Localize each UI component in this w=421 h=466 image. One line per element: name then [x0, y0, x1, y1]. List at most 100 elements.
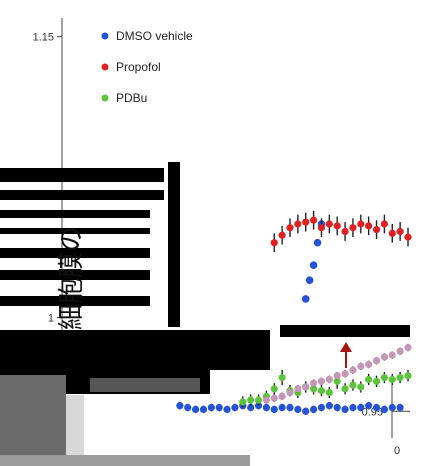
- data-point: [365, 402, 373, 410]
- data-point: [278, 403, 286, 412]
- data-point: [247, 396, 255, 404]
- data-point: [302, 383, 310, 391]
- data-point: [317, 403, 326, 412]
- data-point: [294, 220, 302, 228]
- overlay-bar: [0, 168, 164, 182]
- data-point: [380, 220, 388, 228]
- data-point: [365, 375, 373, 384]
- legend-label: Propofol: [116, 60, 161, 74]
- data-point: [270, 405, 278, 413]
- data-point: [365, 360, 373, 369]
- data-point: [380, 405, 388, 413]
- legend-marker: [101, 63, 109, 71]
- data-point: [341, 385, 349, 393]
- data-point: [380, 353, 388, 361]
- data-point: [333, 403, 341, 412]
- data-point: [404, 372, 412, 380]
- y-tick-label: 1: [48, 313, 54, 325]
- data-point: [278, 373, 286, 382]
- data-point: [286, 224, 294, 232]
- data-point: [388, 403, 396, 412]
- data-point: [372, 377, 381, 385]
- data-point: [357, 383, 365, 391]
- data-point: [357, 220, 365, 228]
- data-point: [310, 405, 318, 413]
- overlay-bar: [0, 296, 150, 306]
- data-point: [349, 366, 357, 374]
- data-point: [231, 403, 239, 412]
- image-overlay: [0, 162, 410, 466]
- data-point: [325, 388, 333, 397]
- data-point: [294, 385, 302, 393]
- data-point: [313, 238, 322, 247]
- data-point: [176, 402, 184, 410]
- data-point: [404, 233, 412, 241]
- data-point: [333, 222, 341, 230]
- data-point: [199, 405, 208, 413]
- data-point: [207, 403, 215, 412]
- data-point: [192, 405, 200, 413]
- legend-label: DMSO vehicle: [116, 29, 193, 43]
- data-point: [372, 357, 381, 365]
- data-point: [357, 362, 365, 370]
- data-point: [294, 405, 302, 413]
- photo-block: [0, 375, 66, 466]
- data-point: [388, 375, 396, 384]
- data-point: [309, 261, 318, 270]
- arrow-head: [340, 342, 352, 352]
- data-point: [302, 218, 310, 226]
- data-point: [380, 373, 388, 382]
- data-point: [341, 227, 349, 236]
- overlay-bar: [168, 162, 180, 327]
- data-point: [184, 403, 192, 412]
- legend-marker: [101, 32, 109, 40]
- overlay-bar: [0, 190, 164, 200]
- y-tick-label: 1.15: [33, 32, 54, 44]
- data-point: [317, 224, 326, 232]
- overlay-bar: [0, 210, 150, 218]
- data-point: [404, 344, 412, 352]
- data-point: [301, 295, 310, 303]
- data-point: [223, 405, 231, 413]
- data-point: [341, 405, 349, 413]
- data-point: [325, 375, 333, 384]
- data-point: [305, 276, 314, 284]
- data-point: [388, 229, 396, 237]
- data-point: [349, 381, 357, 389]
- data-point: [278, 231, 286, 239]
- data-point: [349, 224, 357, 232]
- data-point: [325, 402, 333, 410]
- data-point: [270, 385, 278, 393]
- photo-block: [0, 455, 250, 466]
- data-point: [325, 220, 333, 228]
- data-point: [357, 403, 365, 412]
- data-point: [388, 351, 396, 359]
- overlay-bar: [0, 248, 150, 258]
- data-point: [396, 227, 404, 236]
- data-point: [372, 226, 381, 234]
- series-3: [262, 343, 412, 404]
- overlay-bar: [280, 325, 410, 337]
- series-1: [270, 210, 412, 253]
- data-point: [247, 403, 255, 412]
- data-point: [317, 387, 326, 395]
- legend-marker: [101, 94, 109, 102]
- data-point: [286, 403, 294, 412]
- data-point: [341, 370, 349, 378]
- data-point: [302, 407, 310, 415]
- data-point: [270, 239, 278, 247]
- data-point: [333, 377, 341, 385]
- data-point: [215, 403, 223, 412]
- data-point: [262, 403, 270, 412]
- legend: DMSO vehicle Propofol PDBu: [101, 29, 193, 105]
- data-point: [286, 388, 294, 397]
- data-point: [396, 373, 404, 382]
- data-point: [310, 379, 318, 387]
- data-point: [333, 372, 341, 380]
- data-point: [396, 403, 404, 412]
- data-point: [310, 385, 318, 393]
- photo-block: [66, 395, 84, 466]
- data-point: [278, 392, 286, 400]
- photo-fragment: [0, 375, 250, 466]
